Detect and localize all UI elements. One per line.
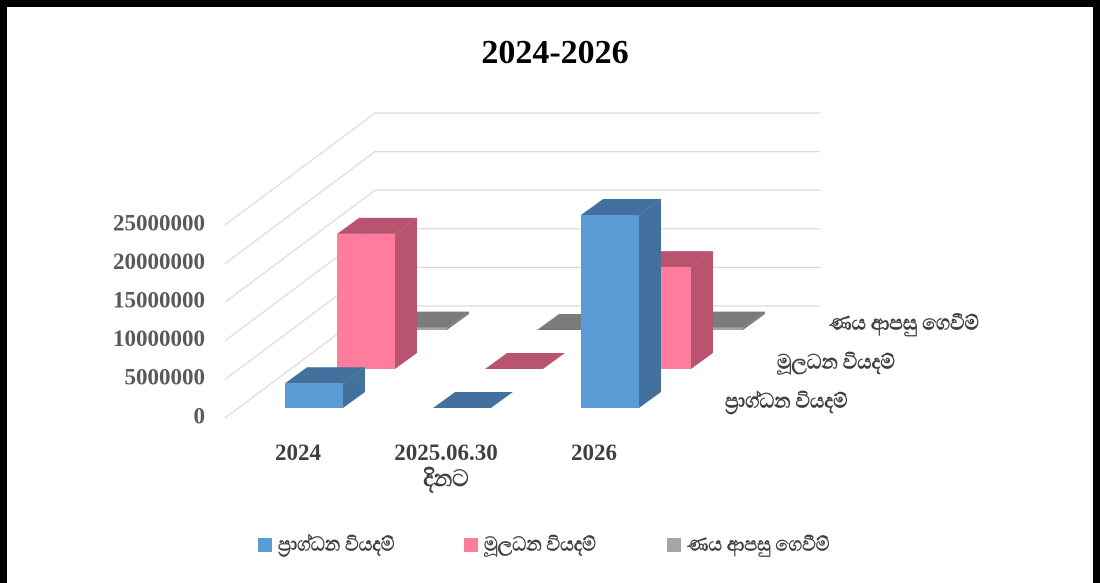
bar-side [691,251,713,369]
series-axis-label: ප්‍රාග්ධන වියදම් [725,389,848,415]
bar-side [395,217,417,369]
bar [285,367,365,408]
bar [433,392,513,408]
y-tick-label: 5000000 [125,365,206,390]
x-tick-label: 2025.06.30 දිනට [394,440,498,491]
bar-side [743,311,765,330]
bar-top [337,217,417,234]
legend-label: ප්‍රාග්ධන වියදම් [278,534,395,557]
legend-swatch [464,538,478,552]
bar [485,353,565,369]
y-tick-label: 25000000 [113,210,205,235]
bar-top [433,392,513,408]
legend-swatch [667,538,681,552]
bar-top [581,199,661,215]
bar-side [447,311,469,330]
legend-label: ණය ආපසු ගෙවීම් [687,534,830,558]
y-tick-label: 15000000 [113,287,205,312]
grid-line [224,112,820,226]
grid-line [224,151,820,265]
bar [581,199,661,408]
series-axis-label: ණය ආපසු ගෙවීම් [829,313,979,338]
bar-side [639,199,661,408]
grid-line [224,189,820,303]
bar-top [485,353,565,369]
bar-front [285,383,343,408]
x-tick-label: 2026 [571,440,617,465]
legend-swatch [258,538,272,552]
chart-title: 2024-2026 [481,34,628,71]
bar-side [343,367,365,408]
y-tick-label: 20000000 [113,249,205,274]
bar-front [337,233,395,369]
x-tick-label: 2024 [275,440,321,465]
bar-front [581,215,639,408]
bar-top [285,367,365,384]
y-tick-label: 0 [194,403,206,428]
series-axis-label: මූලධන වියදම් [776,352,894,377]
y-tick-label: 10000000 [113,326,205,351]
legend-label: මූලධන වියදම් [484,534,597,557]
bar [337,217,417,369]
